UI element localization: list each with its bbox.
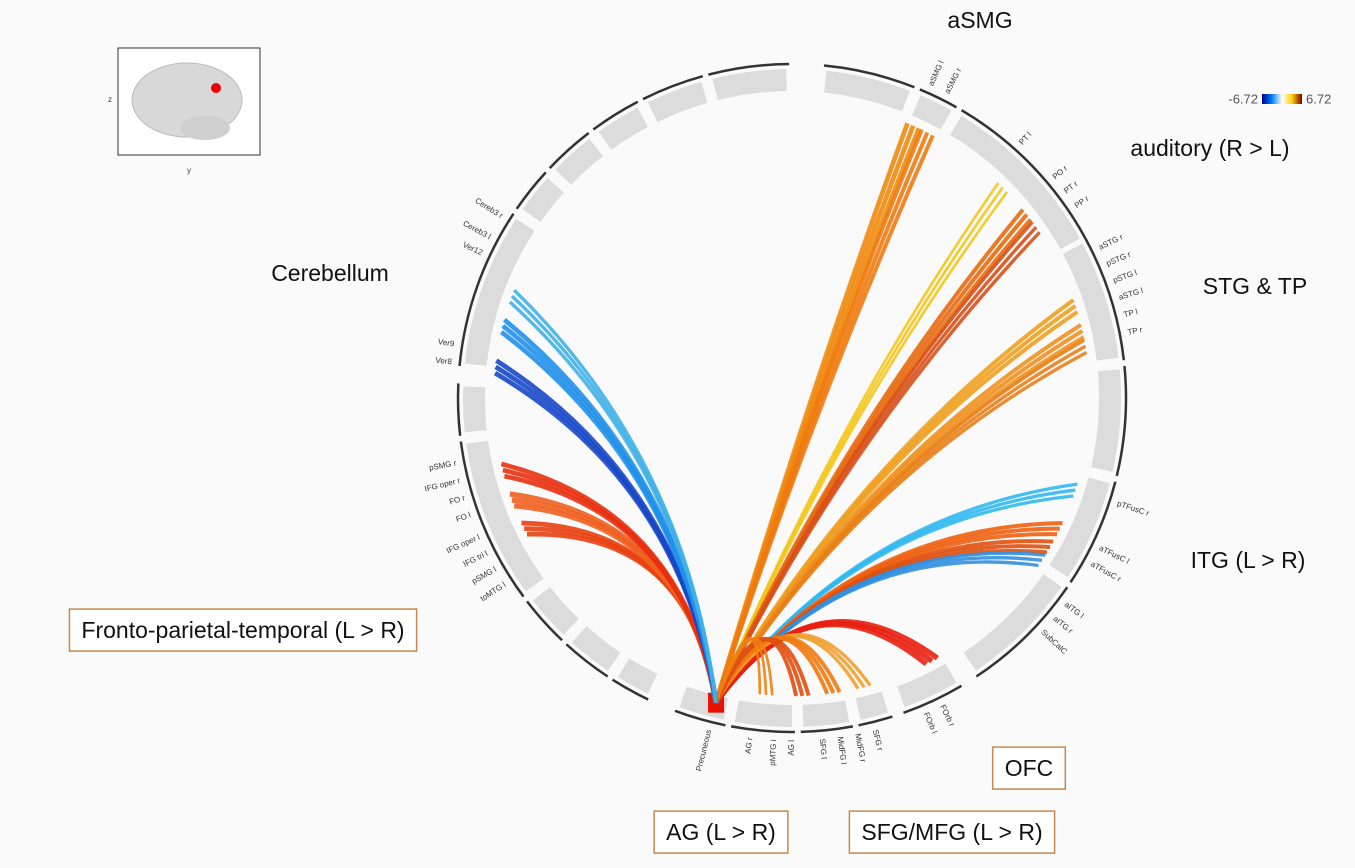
link — [714, 637, 799, 704]
ring-bracket — [708, 62, 790, 76]
ring-bracket — [611, 678, 649, 701]
ring-segment — [802, 700, 850, 727]
ring-segment — [1091, 369, 1121, 473]
ring-segment — [466, 440, 544, 592]
brain-cerebellum — [180, 116, 230, 140]
ring-segment — [679, 686, 729, 720]
ring-bracket — [960, 109, 1087, 240]
ring-segment — [855, 691, 889, 720]
ring-segment — [555, 138, 604, 185]
ring-bracket — [800, 725, 854, 734]
ring-bracket — [526, 600, 563, 642]
ring-segment — [1063, 243, 1119, 361]
ring-segment — [617, 658, 658, 694]
ring-bracket — [919, 88, 958, 109]
ring-bracket — [565, 643, 609, 678]
roi-label: Ver9 — [437, 337, 455, 349]
ring-bracket — [730, 725, 795, 734]
ring-bracket — [642, 74, 704, 101]
roi-label: SFG l — [818, 738, 829, 759]
roi-label: AG l — [787, 740, 796, 756]
group-label-box — [653, 810, 789, 854]
link — [714, 637, 762, 704]
ring-segment — [463, 386, 487, 433]
ring-bracket — [548, 132, 590, 169]
ring-segment — [532, 586, 579, 635]
roi-label: AG r — [743, 737, 754, 755]
ring-bracket — [1115, 365, 1128, 477]
ring-bracket — [592, 100, 639, 131]
link — [713, 621, 929, 705]
colorbar — [1262, 94, 1302, 104]
ring-bracket — [459, 441, 525, 598]
ring-segment — [734, 700, 793, 727]
link — [513, 289, 718, 703]
inset-axis-label: z — [108, 95, 112, 104]
group-label: ITG (L > R) — [1191, 547, 1306, 573]
group-label: OFC — [1005, 755, 1054, 781]
ring-segment — [647, 81, 708, 123]
ring-segment — [896, 663, 957, 708]
ring-segment — [712, 69, 787, 101]
colorbar-min: -6.72 — [1228, 91, 1258, 106]
ring-bracket — [823, 64, 915, 89]
ring-segment — [911, 95, 952, 130]
inset-axis-label: y — [187, 166, 191, 175]
link — [714, 190, 1009, 704]
ring-bracket — [515, 171, 547, 210]
group-label: AG (L > R) — [666, 819, 776, 845]
ring-bracket — [858, 715, 893, 727]
ring-bracket — [1069, 481, 1117, 584]
roi-label: pMTG l — [768, 739, 778, 766]
ring-segment — [464, 218, 535, 366]
ring — [456, 62, 1128, 734]
ring-segment — [950, 115, 1080, 250]
ring-segment — [598, 107, 649, 150]
ring-segment — [1049, 477, 1110, 578]
ring-segment — [823, 70, 910, 112]
links — [493, 122, 1088, 705]
roi-label: MidFG l — [836, 736, 849, 765]
ring-segment — [571, 626, 621, 671]
roi-label: TP l — [1123, 307, 1139, 319]
ring-bracket — [674, 709, 726, 727]
group-label: STG & TP — [1203, 273, 1307, 299]
ring-segment — [522, 177, 564, 223]
ring-bracket — [975, 586, 1069, 678]
group-label-box — [848, 810, 1056, 854]
ring-bracket — [1084, 238, 1126, 361]
group-label-box — [991, 746, 1067, 790]
group-label: Fronto-parietal-temporal (L > R) — [81, 617, 404, 643]
ring-bracket — [456, 383, 462, 436]
ring-bracket — [458, 212, 515, 367]
group-label: Cerebellum — [271, 260, 389, 286]
roi-label: Ver8 — [435, 356, 453, 367]
group-label: aSMG — [947, 7, 1012, 33]
link — [714, 134, 935, 704]
colorbar-max: 6.72 — [1306, 91, 1331, 106]
group-label-box — [68, 608, 418, 652]
ring-segment — [963, 573, 1062, 671]
seed-dot — [211, 83, 221, 93]
group-label: auditory (R > L) — [1130, 135, 1289, 161]
ring-bracket — [903, 684, 963, 715]
roi-label: TP r — [1127, 325, 1144, 337]
group-label: SFG/MFG (L > R) — [861, 819, 1042, 845]
link — [714, 231, 1041, 704]
